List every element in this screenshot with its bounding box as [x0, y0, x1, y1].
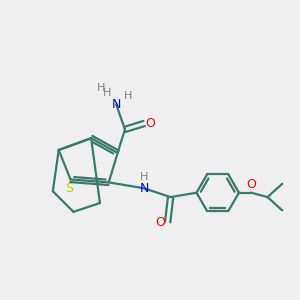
Text: O: O	[246, 178, 256, 191]
Text: N: N	[140, 182, 149, 195]
Text: O: O	[146, 117, 155, 130]
Text: H: H	[124, 91, 133, 100]
Text: H: H	[103, 88, 112, 98]
Text: H: H	[140, 172, 148, 182]
Text: S: S	[65, 182, 73, 195]
Text: O: O	[155, 216, 165, 229]
Text: H: H	[97, 83, 106, 93]
Text: N: N	[112, 98, 121, 111]
